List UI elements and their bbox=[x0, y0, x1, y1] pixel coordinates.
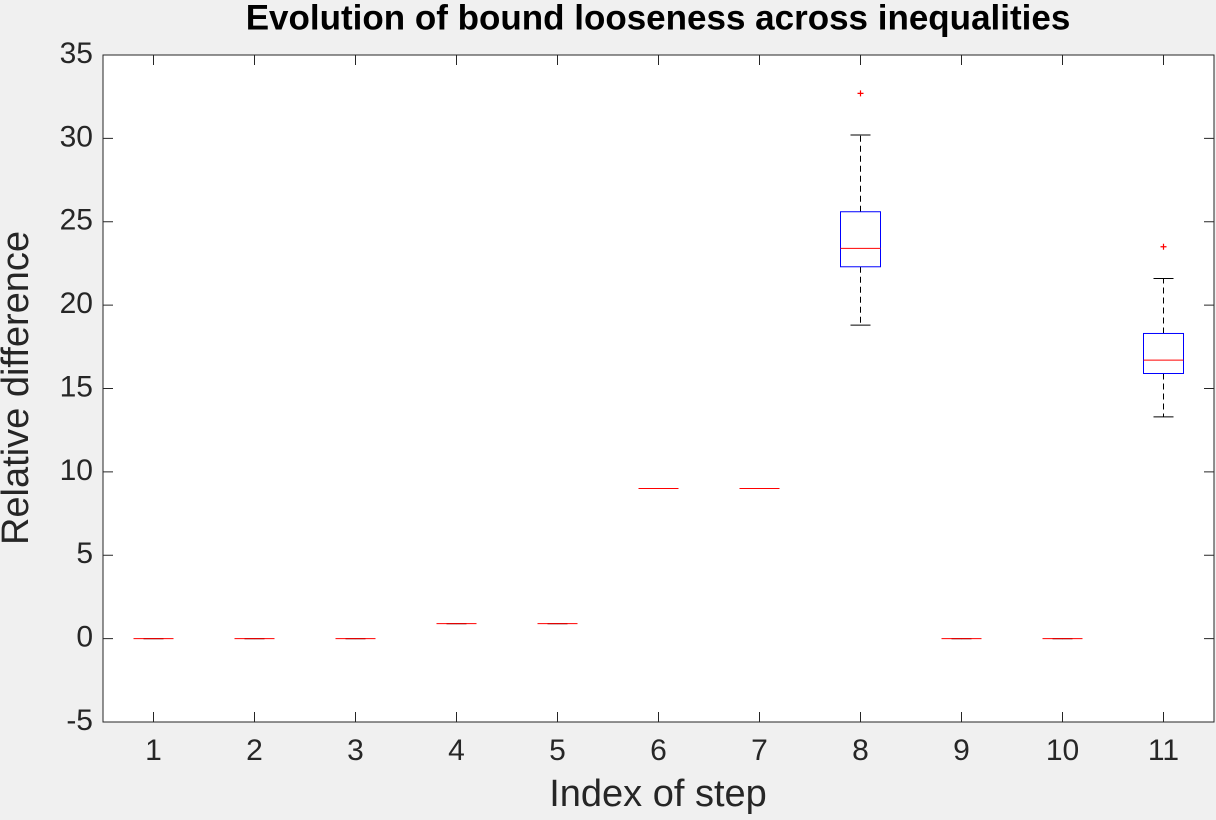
x-tick-label: 6 bbox=[650, 734, 667, 767]
y-tick-label: 10 bbox=[60, 454, 93, 487]
x-tick-label: 9 bbox=[953, 734, 970, 767]
y-tick-label: 35 bbox=[60, 37, 93, 70]
x-tick-label: 4 bbox=[448, 734, 465, 767]
y-tick-label: -5 bbox=[66, 704, 93, 737]
x-tick-label: 1 bbox=[145, 734, 162, 767]
box bbox=[840, 211, 881, 268]
y-tick-label: 30 bbox=[60, 120, 93, 153]
y-tick-label: 25 bbox=[60, 204, 93, 237]
y-tick-label: 5 bbox=[76, 537, 93, 570]
x-tick-label: 3 bbox=[347, 734, 364, 767]
x-tick-label: 5 bbox=[549, 734, 566, 767]
outlier bbox=[857, 90, 864, 97]
x-tick-label: 10 bbox=[1046, 734, 1079, 767]
outlier bbox=[1160, 243, 1167, 250]
y-axis-label: Relative difference bbox=[0, 231, 37, 545]
y-tick-label: 15 bbox=[60, 370, 93, 403]
plot-area bbox=[102, 54, 1215, 723]
x-tick-label: 2 bbox=[246, 734, 263, 767]
box bbox=[1143, 332, 1184, 374]
x-axis-label: Index of step bbox=[549, 773, 767, 815]
y-tick-label: 20 bbox=[60, 287, 93, 320]
y-tick-label: 0 bbox=[76, 621, 93, 654]
x-tick-label: 8 bbox=[852, 734, 869, 767]
chart-title: Evolution of bound looseness across ineq… bbox=[246, 0, 1071, 37]
x-tick-label: 11 bbox=[1148, 734, 1179, 767]
x-tick-label: 7 bbox=[751, 734, 768, 767]
